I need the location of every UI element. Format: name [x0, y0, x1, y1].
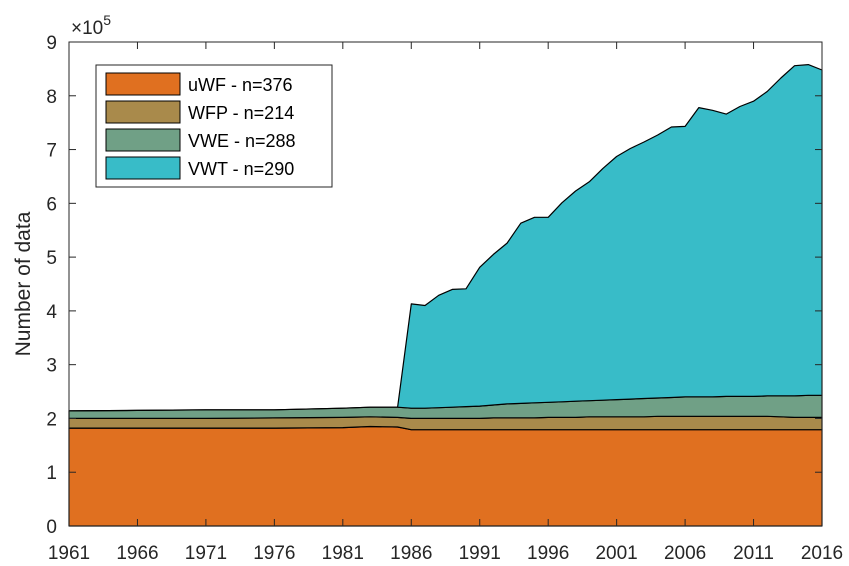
x-tick-label: 1986 [390, 543, 432, 564]
y-tick-label: 7 [46, 141, 57, 162]
x-tick-label: 2001 [595, 543, 637, 564]
legend-swatch [105, 72, 181, 96]
x-tick-label: 1976 [253, 543, 295, 564]
x-tick-label: 1966 [116, 543, 158, 564]
legend-label: VWE - n=288 [188, 131, 296, 151]
plot-frame [68, 41, 823, 527]
x-tick-label: 2011 [733, 543, 774, 564]
area-series-1 [68, 425, 823, 527]
y-tick-label: 8 [46, 87, 57, 108]
y-tick-label: 6 [46, 194, 57, 215]
y-tick-label: 4 [46, 302, 57, 323]
legend-swatch [105, 156, 181, 180]
x-tick-label: 2016 [801, 543, 843, 564]
y-tick-label: 3 [46, 356, 57, 377]
x-tick-label: 1996 [527, 543, 569, 564]
y-tick-label: 0 [46, 517, 57, 538]
legend-label: VWT - n=290 [188, 159, 294, 179]
x-tick-label: 2006 [664, 543, 706, 564]
x-tick-labels: 1961 1966 1971 1976 1981 1986 1991 1996 2001 2006… [48, 543, 843, 564]
legend-swatch [105, 128, 181, 152]
legend: uWF - n=376 WFP - n=214 VWE - n=288 VWT - n… [95, 64, 333, 188]
y-tick-label: 1 [46, 463, 57, 484]
legend-swatch [105, 100, 181, 124]
ticks-layer [68, 41, 823, 527]
x-tick-label: 1991 [459, 543, 501, 564]
y-tick-label: 2 [46, 409, 57, 430]
legend-label: uWF - n=376 [188, 75, 293, 95]
y-axis-multiplier: ×105 [71, 12, 111, 39]
y-axis-title: Number of data [12, 211, 35, 356]
x-tick-label: 1961 [48, 543, 90, 564]
y-tick-labels: 0 1 2 3 4 5 6 7 8 9 [46, 33, 57, 538]
y-tick-label: 5 [46, 248, 57, 269]
y-axis-multiplier-exponent: 5 [103, 12, 111, 28]
y-axis-multiplier-base: ×10 [71, 18, 103, 39]
legend-label: WFP - n=214 [188, 103, 294, 123]
y-tick-label: 9 [46, 33, 57, 54]
x-tick-label: 1971 [185, 543, 227, 564]
x-tick-label: 1981 [322, 543, 364, 564]
areas-layer [68, 63, 823, 527]
